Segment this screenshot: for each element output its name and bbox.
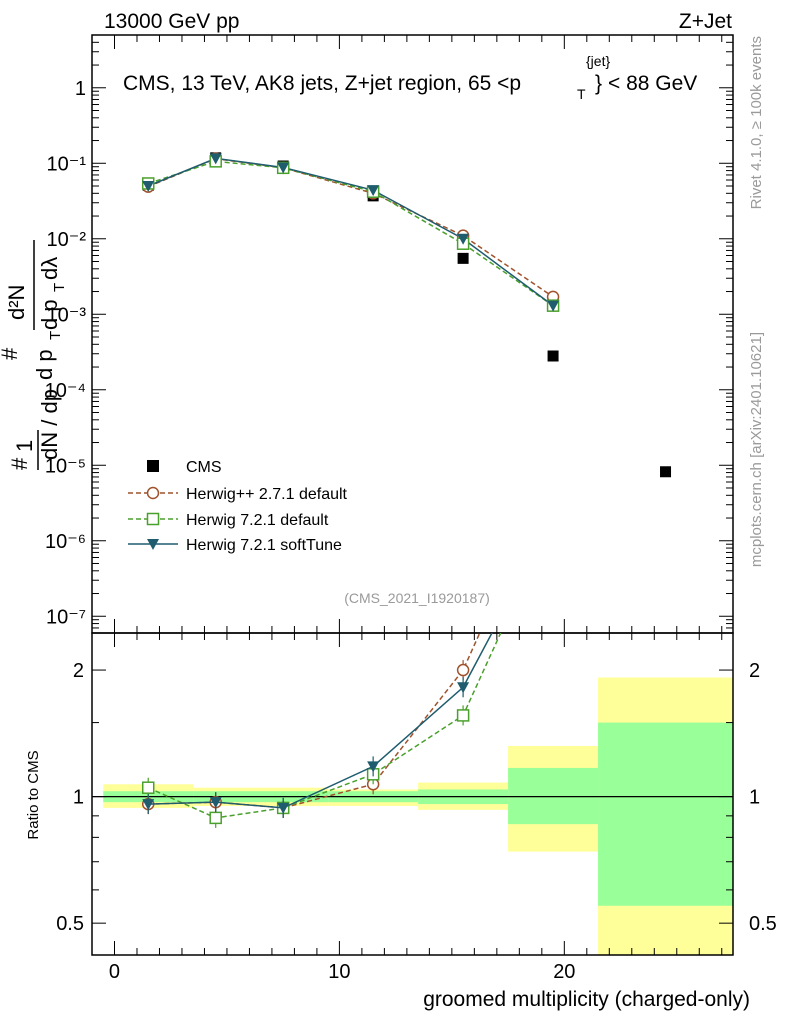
main-point-series-3 [209,153,222,165]
main-ytick-label: 10⁻⁴ [45,380,86,402]
chart-title: CMS, 13 TeV, AK8 jets, Z+jet region, 65 … [123,53,697,102]
ratio-line-series-2 [148,633,493,809]
title-brace: } [595,72,602,95]
main-line-series-1 [147,157,554,298]
title-prefix: CMS, 13 TeV, AK8 jets, Z+jet region, 65 … [123,72,521,95]
main-point-series-0 [660,466,672,478]
ylabel-T: T [47,331,64,340]
main-series [141,152,672,478]
main-ytick-label: 10⁻¹ [47,153,87,175]
process-label: Z+Jet [679,10,732,33]
ratio-xtick-label: 20 [553,961,575,983]
ratio-ytick-label-right: 0.5 [749,913,777,935]
ylabel-hash2: # [0,347,22,360]
main-ylabel: # 1 dN / dp # d p T d²N d p T dλ [0,240,68,470]
ylabel-num: d²N [4,285,29,320]
ratio-point-series-2 [142,799,155,811]
main-point-series-3 [457,233,470,245]
ratio-line-series-1 [147,633,502,819]
ratio-point-series-1 [141,781,155,794]
main-point-series-0 [547,350,559,362]
legend-label-herwig72-default: Herwig 7.2.1 default [186,512,329,529]
main-ytick-label: 10⁻² [47,229,87,251]
ratio-point-series-2 [277,802,290,814]
main-ytick-label: 10⁻³ [47,304,87,326]
ratio-ytick-label-left: 1 [73,787,84,809]
main-line-series-3 [147,157,554,307]
ratio-xtick-label: 10 [328,961,350,983]
ylabel-one: 1 [12,440,37,452]
ratio-xtick-label: 0 [109,961,120,983]
legend-marker-herwig72-default [146,512,160,526]
band-stat-5 [598,722,733,906]
x-axis-label: groomed multiplicity (charged-only) [423,988,750,1011]
legend-label-herwigpp: Herwig++ 2.7.1 default [186,486,348,503]
main-point-series-3 [142,180,155,192]
ratio-point-series-0 [456,663,470,677]
main-ytick-label: 1 [75,78,86,100]
main-point-series-3 [367,185,380,197]
mcplots-label: mcplots.cern.ch [arXiv:2401.10621] [748,332,765,567]
title-sup: {jet} [586,53,610,69]
main-point-series-0 [457,252,469,264]
ratio-point-series-2 [367,761,380,773]
main-ytick-label: 10⁻⁵ [45,455,86,477]
energy-label: 13000 GeV pp [104,10,239,33]
legend: CMS Herwig++ 2.7.1 default Herwig 7.2.1 … [128,459,348,554]
ratio-point-series-2 [457,682,470,694]
ratio-ytick-label-left: 0.5 [56,913,84,935]
ylabel-hash: # [7,457,32,470]
ratio-point-series-1 [548,512,559,523]
ratio-point-series-0 [548,464,559,475]
ratio-point-series-1 [209,811,222,825]
legend-marker-herwig72-softtune [147,539,159,550]
ratio-frame [91,632,734,956]
ratio-bands [92,677,733,955]
axis-ticks: 10⁻⁷10⁻⁶10⁻⁵10⁻⁴10⁻³10⁻²10⁻¹10 10 200.5 0.5… [45,34,777,983]
ratio-series [141,464,559,828]
ratio-ytick-label-left: 2 [73,660,84,682]
ratio-point-series-1 [456,709,470,722]
ratio-ylabel: Ratio to CMS [25,750,42,839]
title-sub: T [577,86,586,102]
legend-marker-herwigpp [146,486,160,500]
main-point-series-3 [277,162,290,174]
main-ytick-label: 10⁻⁷ [46,606,86,628]
analysis-tag: (CMS_2021_I1920187) [344,590,490,606]
ylabel-den: d p [37,299,62,330]
ylabel-dlambda: dλ [37,257,62,280]
rivet-label: Rivet 4.1.0, ≥ 100k events [748,36,765,209]
ratio-ytick-label-right: 1 [749,787,760,809]
ylabel-dn-dpt: dN / dp [37,389,62,460]
ratio-point-series-2 [547,513,559,524]
ratio-point-series-2 [209,797,222,809]
main-point-series-3 [547,300,560,312]
main-line-series-2 [147,160,554,307]
main-ytick-label: 10⁻⁶ [45,531,86,553]
ratio-ytick-label-right: 2 [749,660,760,682]
legend-label-cms: CMS [186,459,222,476]
ylabel-dpt: d p [32,349,57,380]
legend-marker-cms [147,460,159,472]
ylabel-T2: T [51,283,68,292]
legend-label-herwig72-softtune: Herwig 7.2.1 softTune [186,537,342,554]
title-suffix: < 88 GeV [608,72,697,95]
